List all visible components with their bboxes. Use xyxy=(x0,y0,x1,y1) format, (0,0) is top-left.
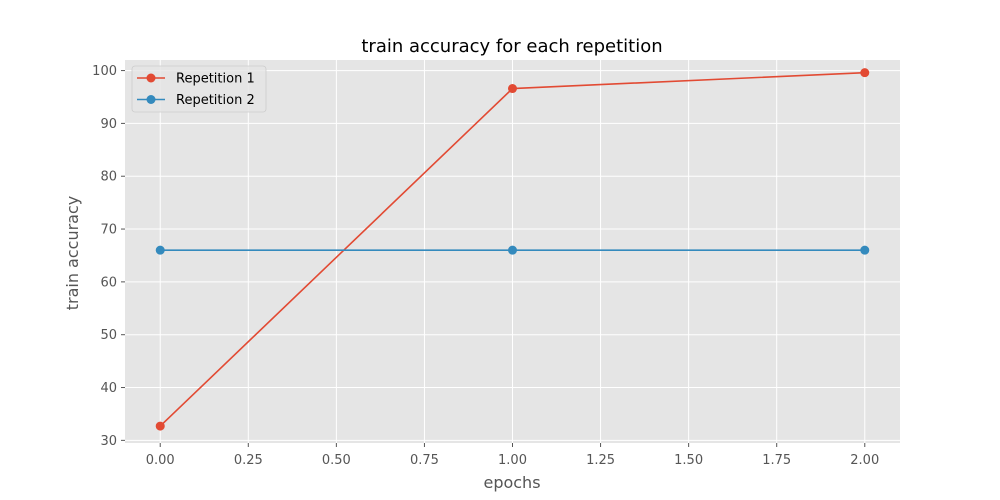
grid-lines xyxy=(125,60,900,443)
y-tick-label: 100 xyxy=(92,64,117,79)
y-axis-label: train accuracy xyxy=(63,196,82,311)
y-tick-label: 30 xyxy=(100,434,117,449)
series-2-point xyxy=(860,245,870,255)
x-axis-label: epochs xyxy=(483,473,540,492)
x-tick-label: 2.00 xyxy=(850,453,879,468)
x-tick-label: 1.75 xyxy=(762,453,791,468)
x-tick-label: 0.00 xyxy=(146,453,175,468)
legend-marker xyxy=(146,73,156,83)
legend-label: Repetition 2 xyxy=(176,93,255,108)
y-tick-label: 70 xyxy=(100,223,117,238)
x-tick-label: 0.75 xyxy=(410,453,439,468)
y-tick-label: 90 xyxy=(100,117,117,132)
x-tick-label: 0.50 xyxy=(322,453,351,468)
y-axis-ticks: 30 40 50 60 70 80 90 100 xyxy=(92,64,125,449)
x-axis-ticks: 0.00 0.25 0.50 0.75 1.00 1.25 1.50 1.75 2.00 xyxy=(146,443,879,468)
legend-marker xyxy=(146,95,156,104)
legend-box xyxy=(131,65,267,113)
x-tick-label: 1.00 xyxy=(498,453,527,468)
x-tick-label: 1.25 xyxy=(586,453,615,468)
series-2-point xyxy=(155,245,165,255)
series-1-point xyxy=(155,421,165,431)
series-2-point xyxy=(508,245,517,255)
y-tick-label: 60 xyxy=(100,275,117,290)
y-tick-label: 50 xyxy=(100,328,117,343)
y-tick-label: 40 xyxy=(100,381,117,396)
series-layer xyxy=(155,68,870,431)
x-tick-label: 1.50 xyxy=(674,453,703,468)
legend-label: Repetition 1 xyxy=(176,72,255,87)
chart-title: train accuracy for each repetition xyxy=(361,36,662,57)
y-tick-label: 80 xyxy=(100,170,117,185)
legend: Repetition 1 Repetition 2 xyxy=(131,65,267,113)
series-1-point xyxy=(860,68,870,78)
series-1-point xyxy=(508,84,517,94)
x-tick-label: 0.25 xyxy=(234,453,263,468)
